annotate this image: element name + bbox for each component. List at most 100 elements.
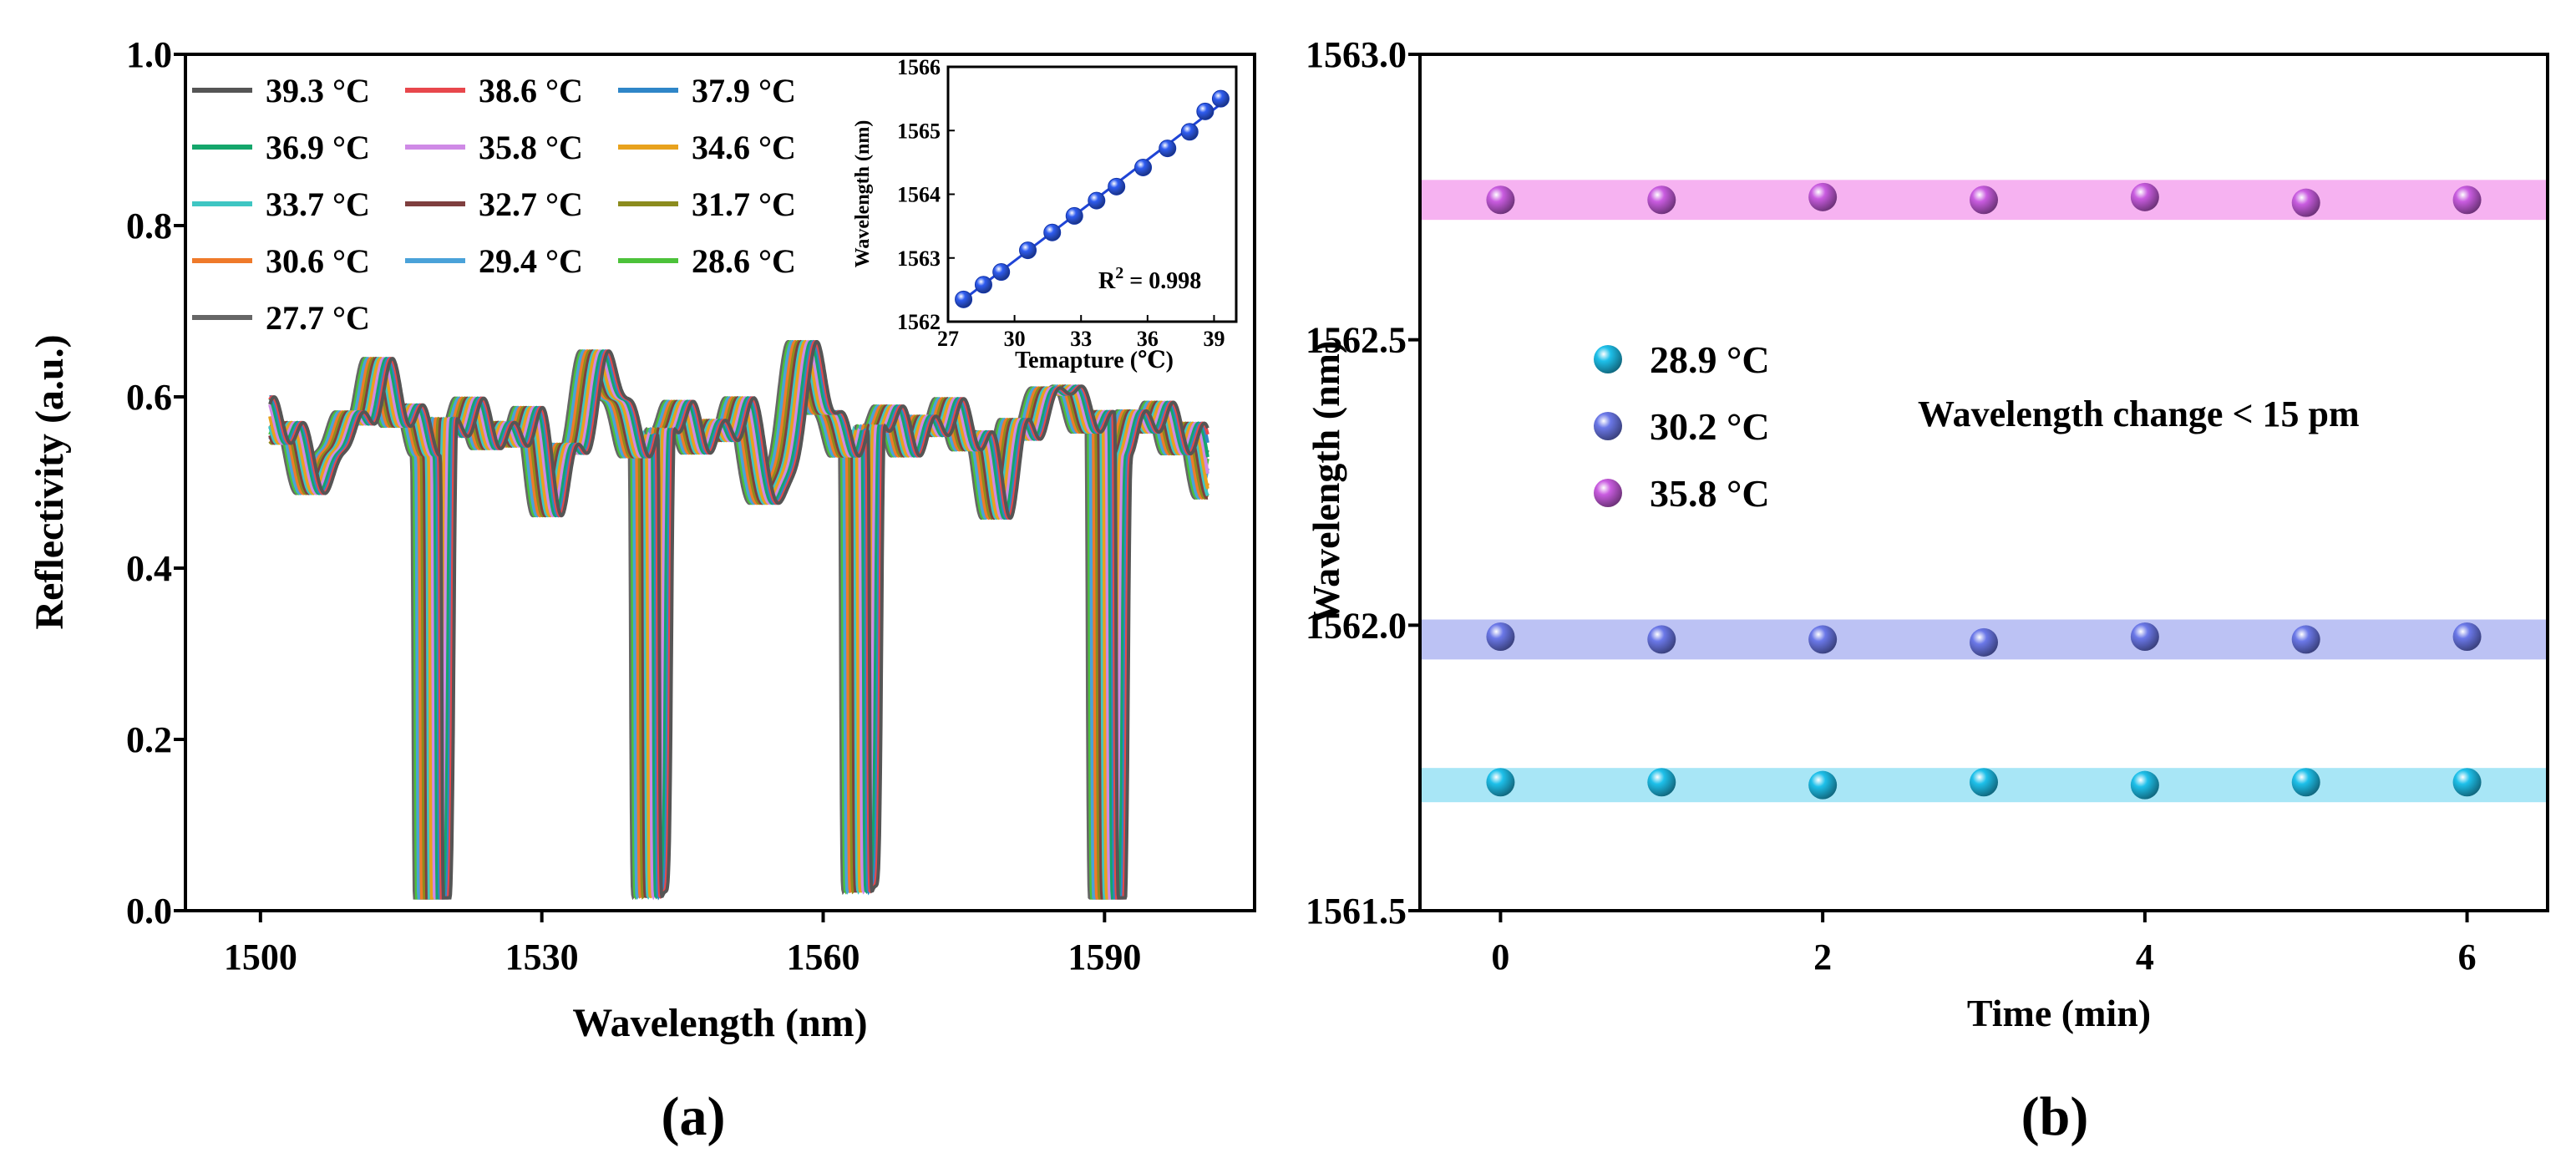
inset-r-squared-base: R bbox=[1098, 268, 1116, 294]
panel-a-x-axis-label: Wavelength (nm) bbox=[572, 1001, 867, 1045]
inset-data-point bbox=[992, 263, 1011, 282]
panel-a-axis-ticks: 1500 1530 1560 1590 0.0 0.2 0.4 0.6 0.8 1.0 bbox=[126, 34, 1141, 978]
inset-y-axis-label: Wavelength (nm) bbox=[852, 120, 874, 268]
spectrum-36.9C bbox=[268, 339, 1209, 900]
inset-x-tick-label: 33 bbox=[1070, 327, 1092, 351]
data-point bbox=[1486, 768, 1515, 797]
y-tick-label: 1561.5 bbox=[1306, 891, 1407, 932]
inset-x-tick-label: 36 bbox=[1137, 327, 1159, 351]
panel-b-axis-ticks: 0 2 4 6 1561.5 1562.0 1562.5 1563.0 bbox=[1306, 34, 2477, 978]
x-tick-label: 1500 bbox=[224, 937, 297, 978]
inset-data-point bbox=[1196, 102, 1214, 120]
data-point bbox=[1486, 185, 1515, 215]
panel-b-legend: 28.9 °C 30.2 °C 35.8 °C bbox=[1594, 338, 1770, 515]
data-point bbox=[2130, 182, 2159, 211]
panel-a-label: (a) bbox=[662, 1086, 726, 1147]
x-tick-label: 2 bbox=[1813, 937, 1832, 978]
data-point bbox=[1647, 768, 1676, 797]
inset-axis-ticks: 27 30 33 36 39 1562 1563 1564 1565 1566 bbox=[897, 55, 1225, 351]
panel-b-y-axis-label: Wavelength (nm) bbox=[1305, 341, 1347, 624]
data-point bbox=[1808, 625, 1838, 654]
y-tick-label: 0.6 bbox=[126, 377, 172, 418]
panel-b-x-axis-label: Time (min) bbox=[1967, 992, 2151, 1034]
inset-data-point bbox=[974, 276, 992, 294]
panel-a-plot-frame bbox=[184, 53, 1256, 912]
legend-marker bbox=[1594, 345, 1622, 373]
legend-label: 35.8 °C bbox=[1650, 472, 1770, 515]
data-point bbox=[2130, 770, 2159, 800]
inset-data-point bbox=[1108, 177, 1126, 196]
inset-data-point bbox=[1043, 223, 1062, 241]
data-point bbox=[1970, 627, 1998, 657]
legend-label: 33.7 °C bbox=[266, 185, 370, 223]
data-point bbox=[2291, 625, 2320, 654]
y-tick-label: 1562.5 bbox=[1306, 320, 1407, 361]
inset-data-point bbox=[1211, 89, 1230, 108]
inset-data-point bbox=[1019, 241, 1037, 260]
panel-b-label: (b) bbox=[2021, 1086, 2089, 1147]
x-tick-label: 0 bbox=[1491, 937, 1509, 978]
inset-x-tick-label: 27 bbox=[937, 327, 959, 351]
panel-a-reflectivity-chart: 1500 1530 1560 1590 0.0 0.2 0.4 0.6 0.8 1.0 Wavel… bbox=[28, 34, 1256, 1147]
panel-a-spectra bbox=[268, 339, 1209, 901]
data-point bbox=[1808, 182, 1838, 211]
inset-data-point bbox=[1159, 140, 1177, 158]
inset-y-tick-label: 1566 bbox=[897, 55, 941, 79]
legend-marker bbox=[1594, 479, 1622, 507]
data-point bbox=[1647, 625, 1676, 654]
x-tick-label: 6 bbox=[2458, 937, 2477, 978]
panel-b-data-points bbox=[1486, 182, 2482, 800]
legend-label: 28.9 °C bbox=[1650, 338, 1770, 381]
x-tick-label: 4 bbox=[2136, 937, 2154, 978]
inset-r-squared-value: = 0.998 bbox=[1123, 268, 1201, 294]
legend-label: 32.7 °C bbox=[479, 185, 583, 223]
data-point bbox=[1970, 768, 1998, 797]
y-tick-label: 0.4 bbox=[126, 548, 172, 589]
legend-label: 35.8 °C bbox=[479, 129, 583, 166]
inset-y-tick-label: 1564 bbox=[897, 183, 941, 207]
data-point bbox=[2452, 185, 2482, 215]
inset-frame bbox=[946, 65, 1238, 323]
y-tick-label: 1.0 bbox=[126, 34, 172, 75]
legend-label: 38.6 °C bbox=[479, 72, 583, 109]
legend-label: 39.3 °C bbox=[266, 72, 370, 109]
inset-x-tick-label: 30 bbox=[1004, 327, 1026, 351]
spectrum-39.3C bbox=[268, 340, 1209, 900]
inset-data-point bbox=[1065, 206, 1083, 225]
y-tick-label: 0.2 bbox=[126, 719, 172, 760]
x-tick-label: 1560 bbox=[787, 937, 860, 978]
legend-label: 34.6 °C bbox=[692, 129, 796, 166]
legend-label: 27.7 °C bbox=[266, 299, 370, 337]
legend-marker bbox=[1594, 412, 1622, 440]
inset-background bbox=[881, 57, 1249, 348]
x-tick-label: 1530 bbox=[505, 937, 579, 978]
inset-y-tick-label: 1562 bbox=[897, 310, 941, 334]
inset-data-point bbox=[955, 290, 973, 308]
data-point bbox=[2452, 622, 2482, 651]
data-point bbox=[2291, 188, 2320, 217]
inset-x-axis-label: Temapture (℃) bbox=[1015, 348, 1174, 373]
legend-label: 36.9 °C bbox=[266, 129, 370, 166]
x-tick-label: 1590 bbox=[1067, 937, 1141, 978]
panel-b-plot-frame bbox=[1418, 53, 2549, 912]
inset-r-squared-superscript: 2 bbox=[1115, 264, 1123, 282]
inset-data-point bbox=[1180, 123, 1199, 141]
inset-data-point bbox=[1134, 158, 1153, 176]
inset-data-point bbox=[1088, 191, 1106, 210]
y-tick-label: 0.0 bbox=[126, 891, 172, 932]
legend-label: 30.6 °C bbox=[266, 242, 370, 280]
y-tick-label: 1563.0 bbox=[1306, 34, 1407, 75]
inset-y-tick-label: 1565 bbox=[897, 119, 941, 143]
panel-a-inset-chart: 27 30 33 36 39 1562 1563 1564 1565 1566 Temapture… bbox=[852, 55, 1249, 373]
data-point bbox=[2452, 768, 2482, 797]
panel-a-legend: 39.3 °C 38.6 °C 37.9 °C 36.9 °C 35.8 °C 34.6 … bbox=[192, 72, 796, 337]
panel-b-annotation: Wavelength change < 15 pm bbox=[1918, 394, 2360, 434]
data-point bbox=[1970, 185, 1998, 215]
data-point bbox=[1808, 770, 1838, 800]
y-tick-label: 0.8 bbox=[126, 206, 172, 246]
legend-label: 29.4 °C bbox=[479, 242, 583, 280]
data-point bbox=[2291, 768, 2320, 797]
data-point bbox=[2130, 622, 2159, 651]
